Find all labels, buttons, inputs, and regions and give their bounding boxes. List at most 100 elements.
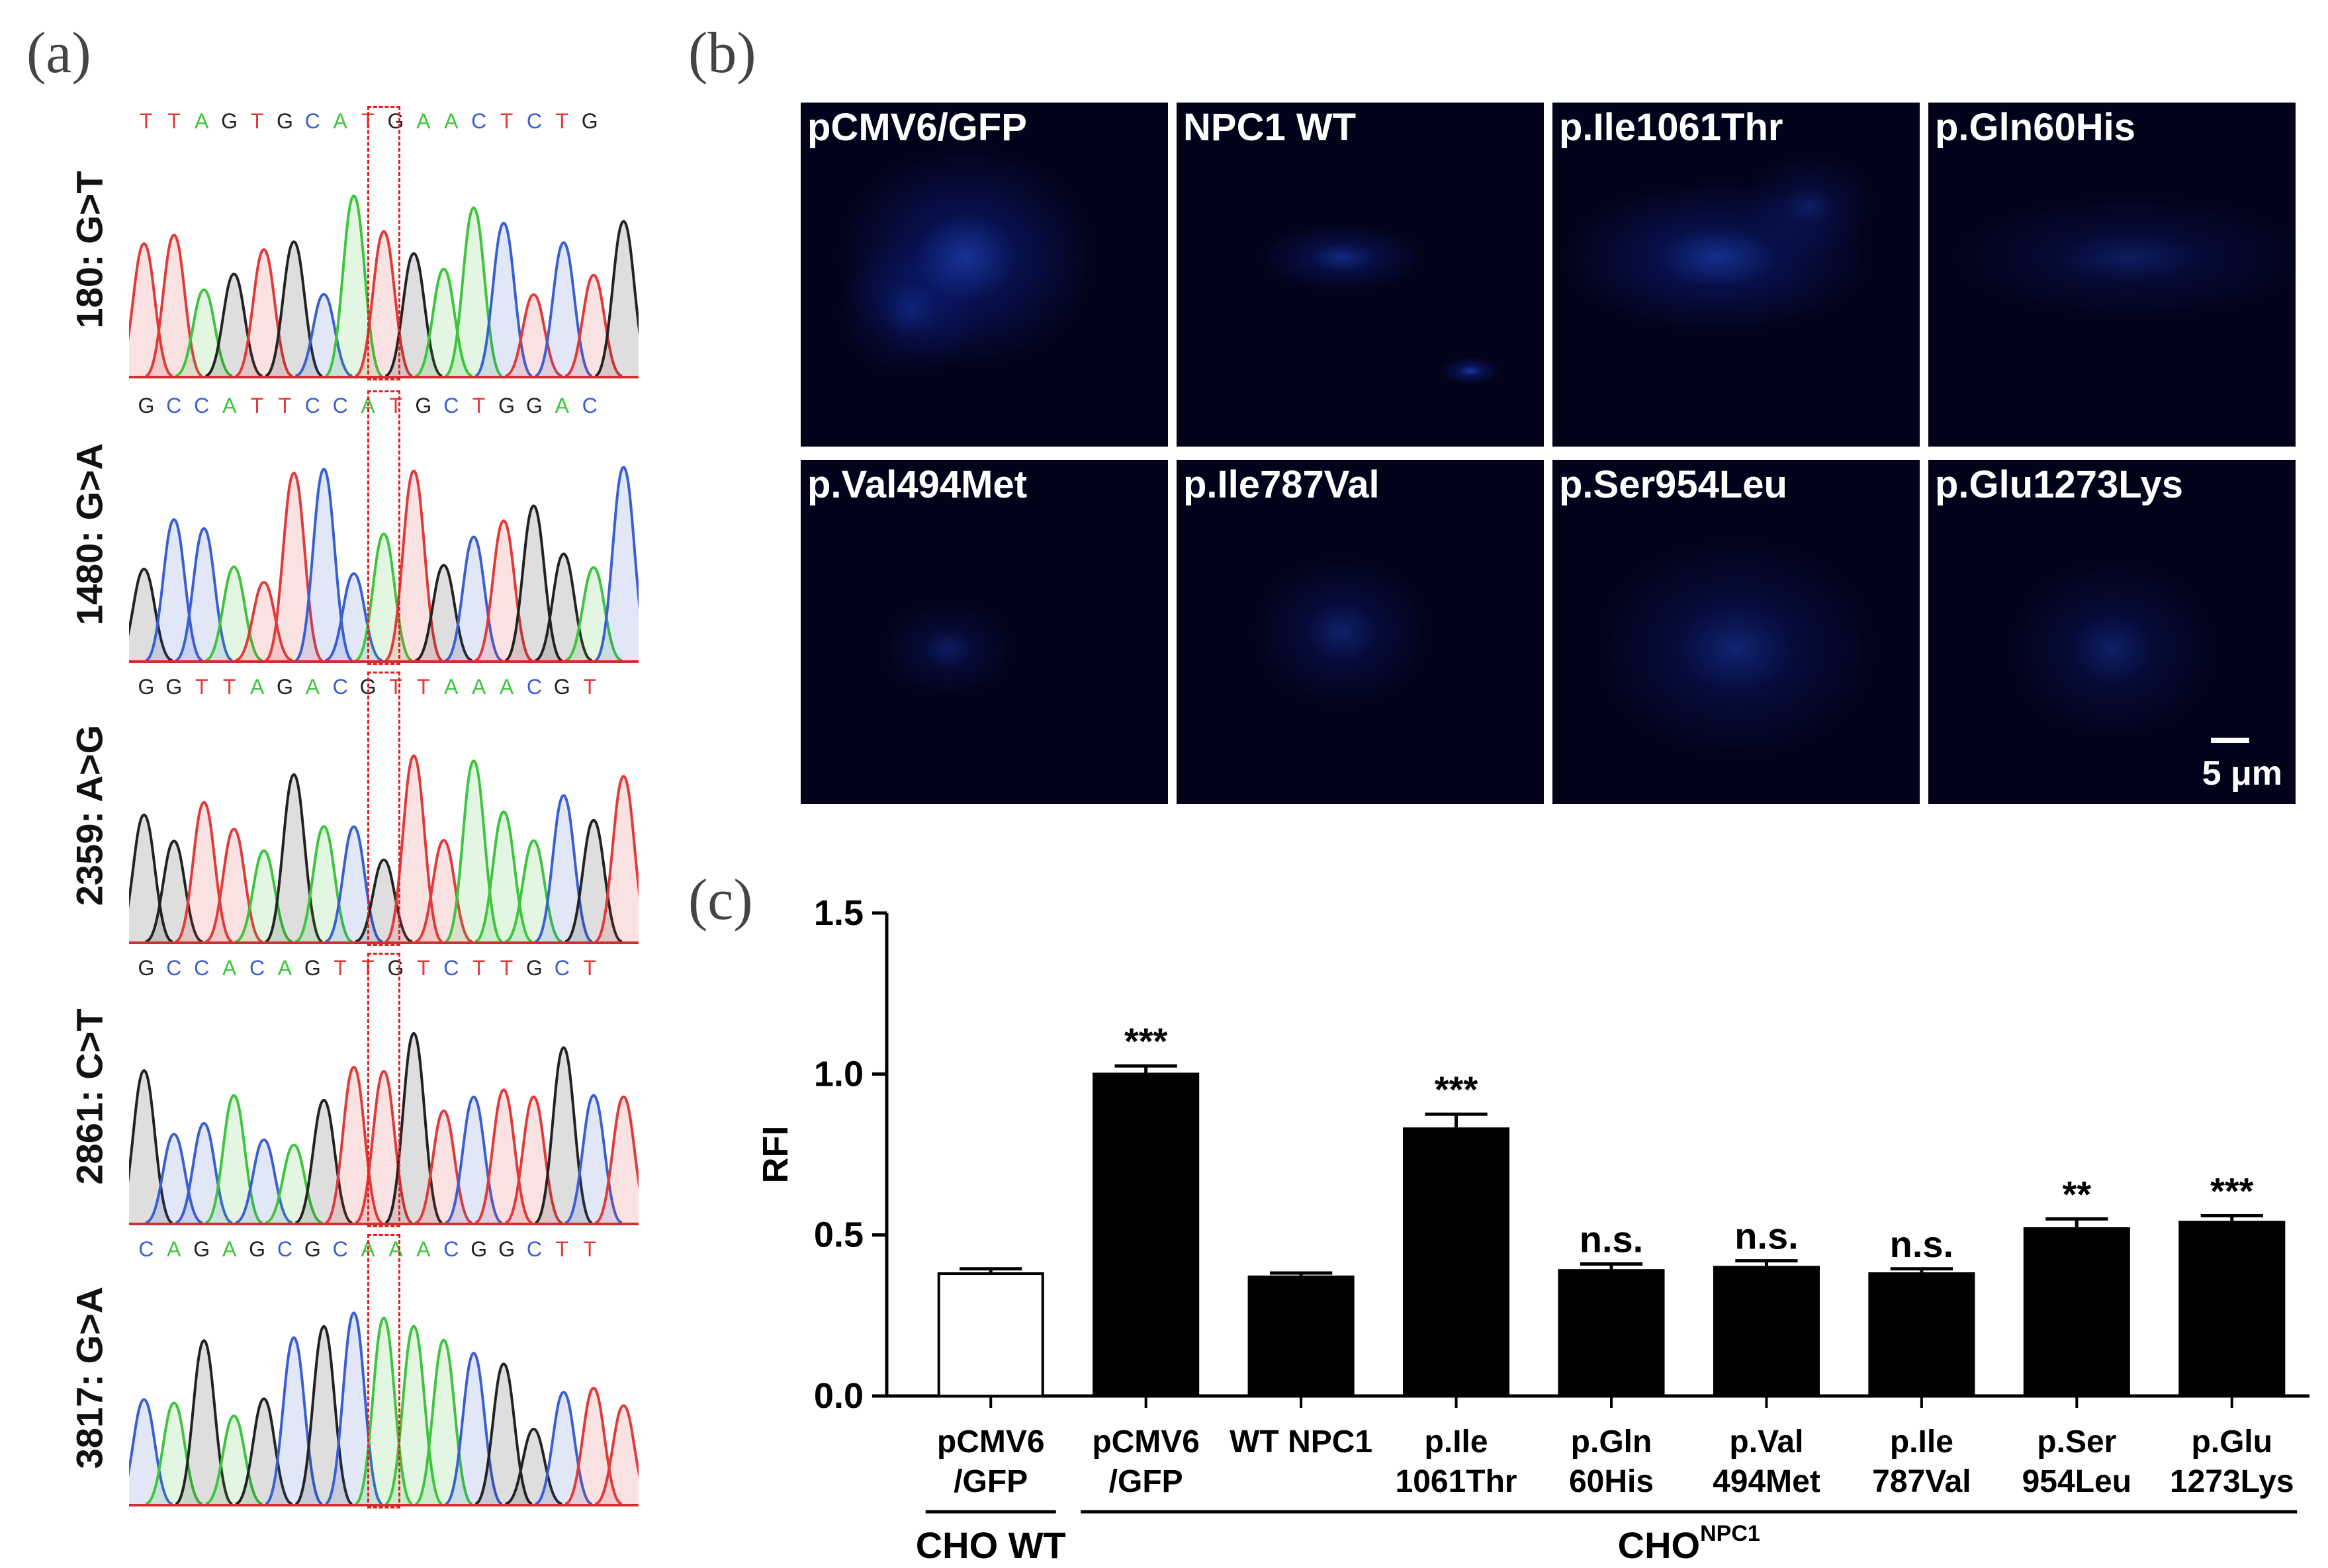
micrograph-tile: NPC1 WT bbox=[1177, 103, 1544, 447]
base-letter: A bbox=[305, 675, 320, 699]
base-letter: A bbox=[249, 675, 265, 699]
trace-peak bbox=[594, 220, 639, 377]
x-tick-label: pCMV6 bbox=[1092, 1424, 1200, 1459]
base-letter: G bbox=[193, 1237, 210, 1261]
base-letter: A bbox=[555, 394, 569, 417]
trace-peak bbox=[355, 532, 413, 662]
base-letter: G bbox=[553, 675, 570, 699]
mutation-label: 2861: C>T bbox=[68, 1008, 111, 1185]
base-letter: G bbox=[138, 394, 155, 417]
base-letter: G bbox=[415, 394, 432, 417]
base-letter: G bbox=[165, 675, 183, 699]
trace-peak bbox=[204, 1094, 263, 1224]
trace-peak bbox=[235, 1397, 293, 1505]
group-label: CHONPC1 bbox=[1618, 1521, 1760, 1566]
base-letter: A bbox=[471, 675, 486, 699]
significance-label: n.s. bbox=[1580, 1218, 1643, 1260]
base-letter: T bbox=[167, 109, 181, 133]
base-letter: C bbox=[194, 956, 210, 980]
base-letter: G bbox=[581, 109, 598, 133]
base-letter: C bbox=[166, 956, 182, 980]
base-letter: C bbox=[554, 956, 570, 980]
trace-peak bbox=[204, 273, 263, 377]
mutation-highlight-box bbox=[367, 1234, 400, 1508]
mutation-highlight-box bbox=[367, 106, 400, 380]
base-letter: C bbox=[471, 109, 487, 133]
chromatogram-trace bbox=[129, 466, 639, 663]
micrograph-label: p.Gln60His bbox=[1935, 106, 2135, 149]
bar bbox=[1093, 1072, 1200, 1397]
y-tick-label: 0.5 bbox=[814, 1215, 864, 1255]
trace-peak bbox=[235, 581, 293, 662]
y-tick-label: 1.0 bbox=[814, 1054, 864, 1094]
base-letter: T bbox=[250, 394, 264, 417]
significance-label: n.s. bbox=[1890, 1223, 1953, 1265]
base-letter: T bbox=[555, 109, 569, 133]
mutation-label: 180: G>T bbox=[68, 171, 111, 329]
significance-label: *** bbox=[1435, 1068, 1478, 1110]
base-letter: A bbox=[222, 1237, 237, 1261]
trace-peak bbox=[175, 1121, 234, 1224]
micrograph-tile: p.Ile1061Thr bbox=[1552, 103, 1920, 447]
mutation-label: 3817: G>A bbox=[68, 1286, 111, 1469]
chromatogram-trace bbox=[129, 754, 639, 944]
trace-peak bbox=[129, 568, 173, 662]
micrograph-tile: p.Gln60His bbox=[1928, 103, 2296, 447]
base-letter: G bbox=[525, 394, 543, 417]
y-tick-label: 1.5 bbox=[814, 893, 864, 933]
significance-label: n.s. bbox=[1734, 1215, 1798, 1257]
trace-peak bbox=[564, 566, 623, 662]
x-tick-label: pCMV6 bbox=[937, 1424, 1045, 1459]
trace-peak bbox=[129, 813, 173, 943]
base-letter: A bbox=[167, 1237, 181, 1261]
base-letter: T bbox=[583, 1237, 596, 1261]
trace-peak bbox=[594, 1404, 639, 1505]
chromatogram-trace bbox=[129, 195, 639, 378]
base-letter: C bbox=[526, 675, 542, 699]
base-letter: C bbox=[166, 394, 182, 417]
base-letter: A bbox=[222, 394, 237, 417]
group-label: CHO WT bbox=[916, 1524, 1066, 1566]
base-letter: A bbox=[499, 675, 514, 699]
bar bbox=[937, 1272, 1044, 1397]
base-letter: G bbox=[249, 1237, 265, 1261]
base-letter: T bbox=[500, 109, 514, 133]
base-letter: C bbox=[138, 1237, 154, 1261]
trace-peak bbox=[414, 267, 473, 377]
mutation-highlight-box bbox=[367, 390, 400, 665]
bar bbox=[1713, 1266, 1820, 1397]
micrograph-label: pCMV6/GFP bbox=[807, 106, 1027, 149]
trace-peak bbox=[414, 1110, 473, 1224]
base-letter: T bbox=[417, 956, 430, 980]
base-letter: A bbox=[416, 109, 431, 133]
trace-peak bbox=[474, 519, 533, 662]
base-letter: T bbox=[250, 109, 264, 133]
trace-peak bbox=[594, 466, 639, 662]
base-letter: G bbox=[304, 1237, 321, 1261]
panel-label-b: (b) bbox=[688, 21, 756, 85]
base-letter: C bbox=[332, 675, 348, 699]
y-axis-label: RFI bbox=[756, 1126, 795, 1184]
micrograph-label: p.Ile1061Thr bbox=[1559, 106, 1783, 149]
base-letter: C bbox=[304, 394, 320, 417]
scale-bar-label: 5 μm bbox=[2202, 754, 2282, 793]
mutation-label: 2359: A>G bbox=[68, 724, 111, 906]
base-letter: T bbox=[334, 956, 347, 980]
group-label-superscript: NPC1 bbox=[1700, 1521, 1760, 1546]
trace-peak bbox=[294, 1098, 353, 1224]
base-letter: G bbox=[387, 956, 404, 980]
x-tick-label: WT NPC1 bbox=[1230, 1424, 1372, 1459]
trace-peak bbox=[145, 840, 203, 943]
base-letter: C bbox=[194, 394, 210, 417]
trace-peak bbox=[414, 564, 473, 662]
base-letter: C bbox=[526, 1237, 542, 1261]
base-letter: C bbox=[526, 109, 542, 133]
trace-peak bbox=[145, 1401, 203, 1505]
trace-peak bbox=[445, 535, 503, 662]
base-letter: T bbox=[278, 394, 292, 417]
base-letter: A bbox=[222, 956, 237, 980]
base-letter: G bbox=[138, 956, 155, 980]
trace-peak bbox=[204, 1414, 263, 1505]
